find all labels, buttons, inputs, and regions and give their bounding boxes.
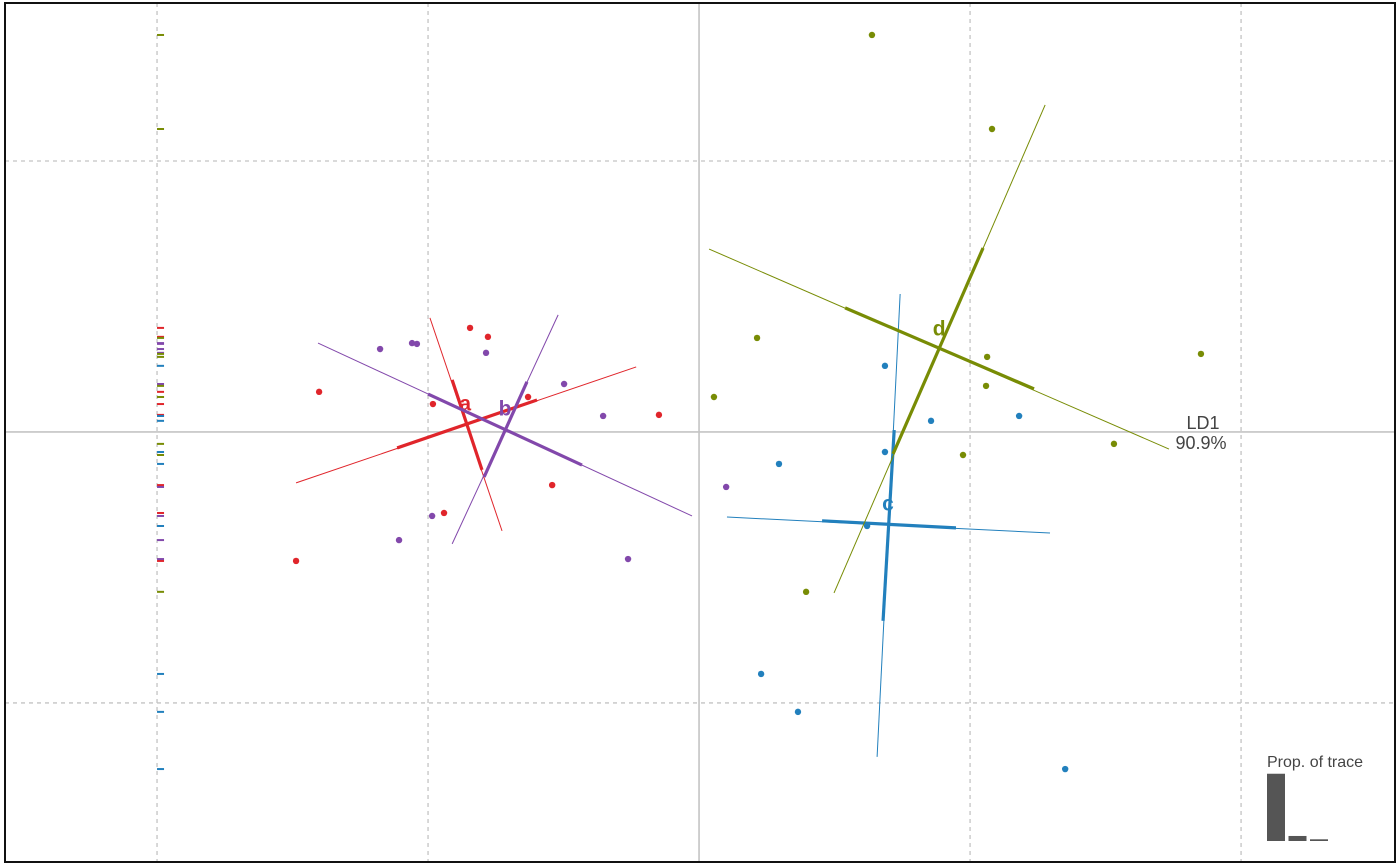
grid bbox=[5, 3, 1395, 862]
point bbox=[988, 125, 996, 133]
point bbox=[428, 512, 436, 520]
point bbox=[408, 339, 416, 347]
point bbox=[413, 340, 421, 348]
point bbox=[775, 460, 783, 468]
point bbox=[395, 536, 403, 544]
point bbox=[292, 557, 300, 565]
point bbox=[1061, 765, 1069, 773]
point bbox=[524, 393, 532, 401]
group-label: b bbox=[499, 398, 512, 421]
point bbox=[959, 451, 967, 459]
point bbox=[881, 448, 889, 456]
point bbox=[466, 324, 474, 332]
point bbox=[376, 345, 384, 353]
frame bbox=[4, 2, 1396, 863]
point bbox=[722, 483, 730, 491]
point bbox=[757, 670, 765, 678]
axis-variance: 90.9% bbox=[1175, 433, 1226, 453]
point bbox=[802, 588, 810, 596]
bar bbox=[1310, 839, 1328, 841]
point bbox=[1015, 412, 1023, 420]
point bbox=[983, 353, 991, 361]
ellipse-axis-inner bbox=[891, 247, 985, 455]
ellipse-axis-inner bbox=[482, 381, 529, 478]
ellipse-axis-inner bbox=[881, 429, 896, 621]
point bbox=[548, 481, 556, 489]
point bbox=[482, 349, 490, 357]
bar bbox=[1267, 773, 1285, 841]
point bbox=[881, 362, 889, 370]
point bbox=[624, 555, 632, 563]
point bbox=[315, 388, 323, 396]
point bbox=[868, 31, 876, 39]
group-label: c bbox=[882, 492, 894, 515]
point bbox=[863, 522, 871, 530]
bar bbox=[1288, 835, 1307, 841]
point bbox=[655, 411, 663, 419]
point bbox=[753, 334, 761, 342]
point bbox=[484, 333, 492, 341]
axis-label: LD1 bbox=[1186, 413, 1219, 433]
group-label: d bbox=[933, 318, 946, 341]
point bbox=[794, 708, 802, 716]
point bbox=[982, 382, 990, 390]
point bbox=[429, 400, 437, 408]
ellipse-axis-inner bbox=[450, 379, 484, 471]
point bbox=[1110, 440, 1118, 448]
point bbox=[710, 393, 718, 401]
point bbox=[599, 412, 607, 420]
point bbox=[927, 417, 935, 425]
inset-title: Prop. of trace bbox=[1267, 754, 1363, 771]
point bbox=[560, 380, 568, 388]
point bbox=[1197, 350, 1205, 358]
point bbox=[440, 509, 448, 517]
